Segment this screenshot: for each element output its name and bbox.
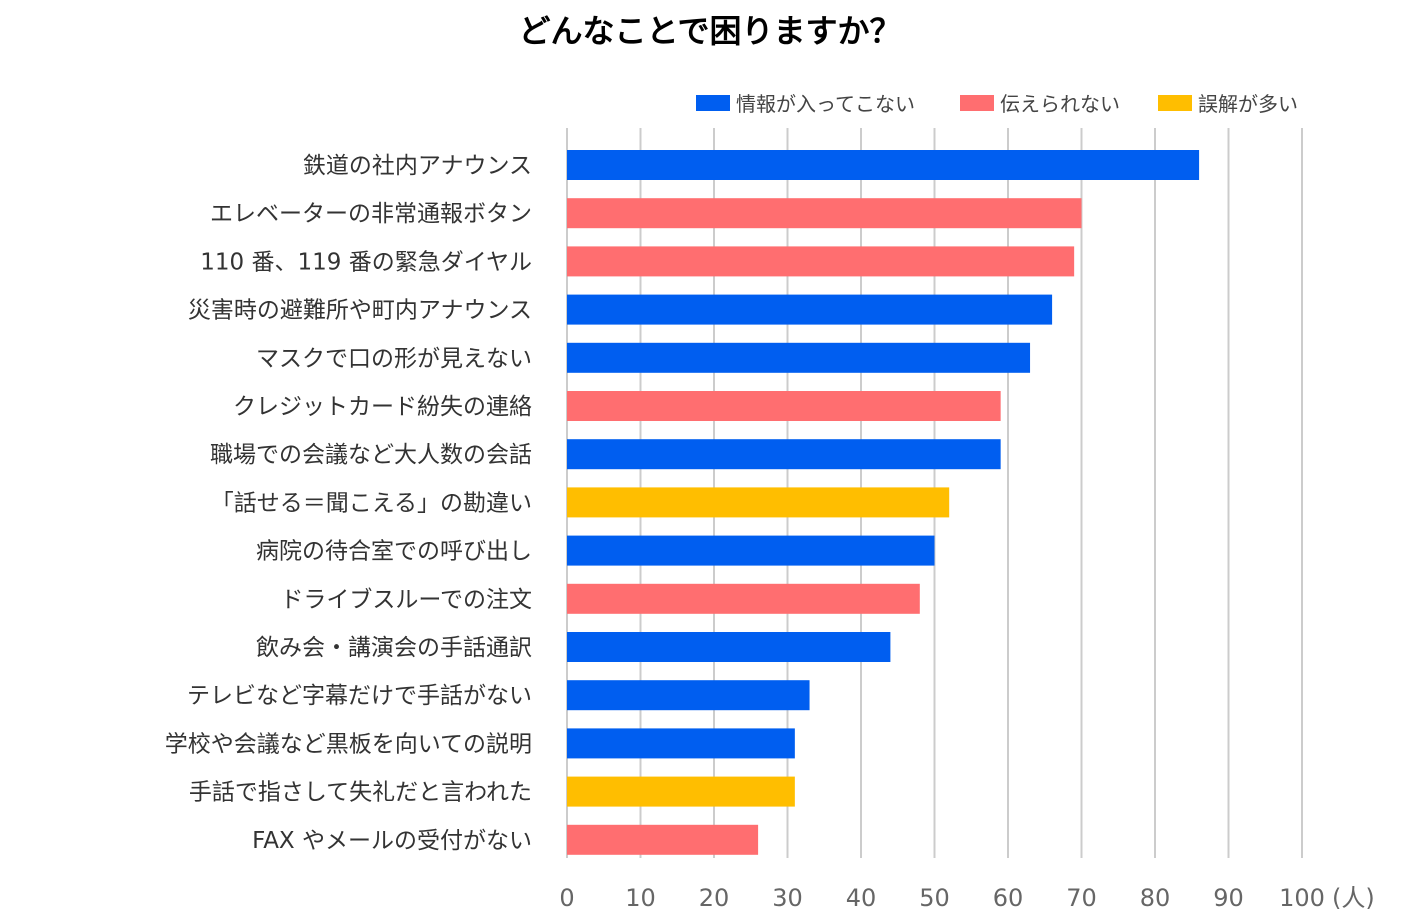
chart-title: どんなことで困りますか？ xyxy=(518,12,902,50)
bar xyxy=(567,391,1001,421)
x-tick-label: 40 xyxy=(846,884,877,912)
bar xyxy=(567,824,759,855)
category-label: エレベーターの非常通報ボタン xyxy=(210,201,532,227)
category-label: 災害時の避難所や町内アナウンス xyxy=(188,298,532,324)
category-label: 110 番、119 番の緊急ダイヤル xyxy=(200,249,532,275)
legend-swatch xyxy=(696,94,730,111)
category-label: 病院の待合室での呼び出し xyxy=(256,539,532,565)
bar xyxy=(567,342,1031,373)
x-tick-label: 20 xyxy=(699,884,730,912)
legend-item-info: 情報が入ってこない xyxy=(696,88,915,117)
bar xyxy=(567,728,795,759)
category-label: ドライブスルーでの注文 xyxy=(280,587,532,613)
bar xyxy=(567,150,1200,180)
bar xyxy=(567,439,1001,470)
bar xyxy=(567,632,891,662)
bar xyxy=(567,294,1053,325)
x-tick-label: 60 xyxy=(993,884,1024,912)
legend-label: 誤解が多い xyxy=(1198,92,1298,116)
category-label: 「話せる＝聞こえる」の勘違い xyxy=(211,490,532,516)
legend-item-convey: 伝えられない xyxy=(960,88,1120,117)
legend-swatch xyxy=(960,94,994,111)
legend-swatch xyxy=(1158,94,1192,111)
category-label: 飲み会・講演会の手話通訳 xyxy=(256,635,532,661)
legend-label: 情報が入ってこない xyxy=(736,92,915,116)
bar xyxy=(567,776,795,807)
legend-item-misunderstanding: 誤解が多い xyxy=(1158,88,1298,117)
bar xyxy=(567,583,920,614)
x-tick-label: 70 xyxy=(1066,884,1097,912)
category-label: テレビなど字幕だけで手話がない xyxy=(187,683,532,709)
category-label: 手話で指さして失礼だと言われた xyxy=(189,780,532,806)
bar xyxy=(567,487,950,518)
x-tick-label: 100 xyxy=(1279,884,1325,912)
legend-label: 伝えられない xyxy=(1000,92,1120,116)
x-tick-label: 10 xyxy=(625,884,656,912)
x-tick-label: 80 xyxy=(1140,884,1171,912)
x-tick-label: 90 xyxy=(1213,884,1244,912)
category-label: 職場での会議など大人数の会話 xyxy=(210,442,532,468)
x-tick-label: 30 xyxy=(772,884,803,912)
bar xyxy=(567,246,1075,277)
x-tick-label: 50 xyxy=(919,884,950,912)
category-label: クレジットカード紛失の連絡 xyxy=(233,394,532,420)
bar xyxy=(567,535,935,566)
x-axis-label: (人) xyxy=(1332,884,1375,912)
category-label: 鉄道の社内アナウンス xyxy=(303,153,532,179)
category-label: マスクで口の形が見えない xyxy=(256,346,532,372)
bar xyxy=(567,198,1082,229)
bar xyxy=(567,680,810,711)
category-label: FAX やメールの受付がない xyxy=(252,828,532,854)
category-label: 学校や会議など黒板を向いての説明 xyxy=(165,731,532,757)
x-tick-label: 0 xyxy=(559,884,574,912)
